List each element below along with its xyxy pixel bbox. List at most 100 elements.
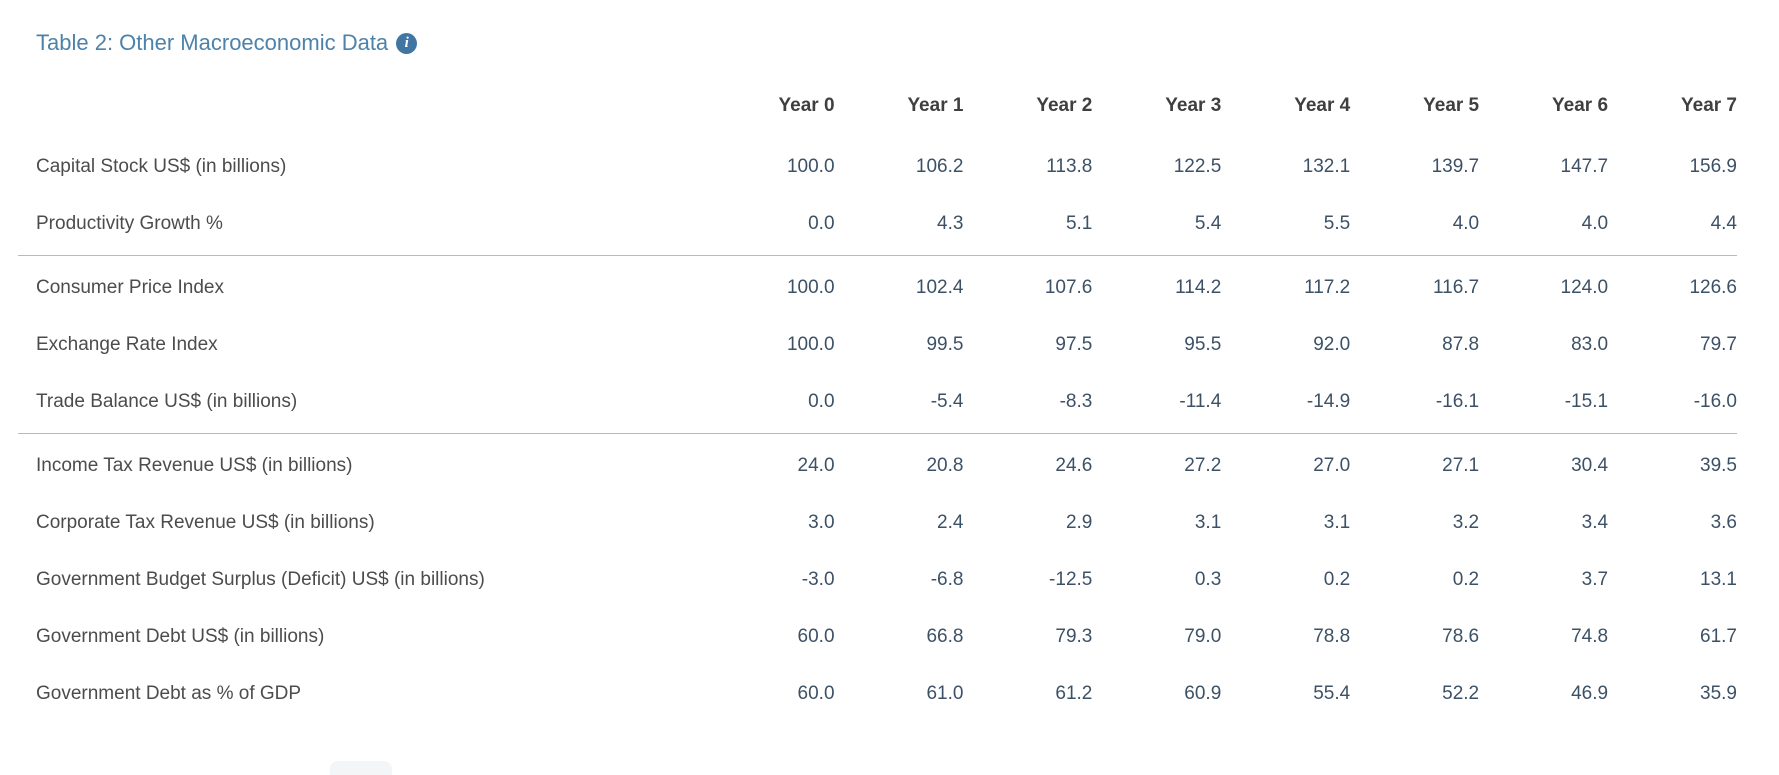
cell-value: 83.0 [1571,334,1609,355]
table-row: Exchange Rate Index 100.0 99.5 97.5 95.5 92.0… [18,316,1737,373]
cell-value: 95.5 [1184,334,1222,355]
table-row: Government Debt US$ (in billions) 60.0 66.… [18,608,1737,665]
cell-value: 126.6 [1608,255,1737,316]
cell-value: 3.2 [1452,512,1480,533]
column-header-year-5: Year 5 [1423,95,1480,116]
page-title-text: Table 2: Other Macroeconomic Data [36,30,389,55]
column-header-year-7: Year 7 [1681,95,1737,116]
cell-value: 66.8 [926,626,964,647]
row-label: Income Tax Revenue US$ (in billions) [18,433,706,494]
row-group-2: Consumer Price Index 100.0 102.4 107.6 114.2… [18,255,1737,434]
cell-value: 61.0 [926,683,964,704]
cell-value: 156.9 [1689,156,1737,177]
page-title: Table 2: Other Macroeconomic Data i [36,30,1737,56]
cell-value: 100.0 [786,334,835,355]
cell-value: 61.2 [1055,683,1093,704]
cell-value: 117.2 [1221,255,1351,316]
cell-value: 116.7 [1350,255,1480,316]
column-header-year-1: Year 1 [907,95,964,116]
info-icon[interactable]: i [396,32,418,54]
cell-value: -12.5 [1049,569,1093,590]
table-row: Government Budget Surplus (Deficit) US$ … [18,551,1737,608]
cell-value: 27.0 [1221,433,1351,494]
cell-value: 61.7 [1700,626,1737,647]
table-head: Year 0 Year 1 Year 2 Year 3 Year 4 Year 5 Year… [18,68,1737,138]
cell-value: 5.1 [1065,213,1093,234]
column-header-year-2: Year 2 [1036,95,1093,116]
cell-value: 52.2 [1442,683,1480,704]
row-label: Government Debt US$ (in billions) [36,626,325,647]
cell-value: 87.8 [1442,334,1480,355]
cell-value: 3.6 [1710,512,1737,533]
cell-value: 3.1 [1323,512,1351,533]
cell-value: 3.7 [1581,569,1609,590]
cell-value: 35.9 [1700,683,1737,704]
row-group-3: Income Tax Revenue US$ (in billions) 24.0… [18,433,1737,723]
cell-value: -8.3 [1059,391,1093,412]
cell-value: 78.6 [1442,626,1480,647]
cell-value: 55.4 [1313,683,1351,704]
cell-value: 4.4 [1710,213,1737,234]
table-row: Consumer Price Index 100.0 102.4 107.6 114.2… [18,255,1737,316]
row-label-header [18,68,706,138]
row-label: Trade Balance US$ (in billions) [36,391,298,412]
table-row: Government Debt as % of GDP 60.0 61.0 61.2 6… [18,665,1737,722]
cell-value: -6.8 [930,569,964,590]
row-label: Exchange Rate Index [36,334,218,355]
cell-value: 79.3 [1055,626,1093,647]
page: Table 2: Other Macroeconomic Data i Year… [0,30,1779,722]
cell-value: 5.4 [1194,213,1222,234]
table-row: Productivity Growth % 0.0 4.3 5.1 5.4 5.5 4.0 4… [18,195,1737,256]
cell-value: 79.7 [1700,334,1737,355]
cell-value: 0.2 [1452,569,1480,590]
table-row: Corporate Tax Revenue US$ (in billions) 3… [18,494,1737,551]
cell-value: 20.8 [834,433,964,494]
cell-value: -16.0 [1693,391,1737,412]
cell-value: -5.4 [930,391,964,412]
cell-value: 79.0 [1184,626,1222,647]
cell-value: -3.0 [801,569,835,590]
cell-value: 27.1 [1350,433,1480,494]
row-label: Government Debt as % of GDP [36,683,302,704]
cell-value: 2.4 [937,512,964,533]
partial-bottom-button[interactable] [330,761,392,775]
row-label: Consumer Price Index [18,255,706,316]
cell-value: -14.9 [1306,391,1351,412]
row-label: Productivity Growth % [36,213,223,234]
cell-value: 30.4 [1479,433,1609,494]
cell-value: 5.5 [1323,213,1351,234]
row-label: Government Budget Surplus (Deficit) US$ … [36,569,485,590]
cell-value: 3.4 [1581,512,1609,533]
cell-value: 27.2 [1092,433,1222,494]
cell-value: 24.6 [963,433,1093,494]
cell-value: 92.0 [1313,334,1351,355]
cell-value: 122.5 [1173,156,1222,177]
header-row: Year 0 Year 1 Year 2 Year 3 Year 4 Year 5 Year… [18,68,1737,138]
cell-value: 113.8 [1046,156,1093,177]
cell-value: 39.5 [1608,433,1737,494]
table-row: Trade Balance US$ (in billions) 0.0 -5.4 -8… [18,373,1737,434]
cell-value: 102.4 [834,255,964,316]
cell-value: -15.1 [1564,391,1609,412]
cell-value: 114.2 [1092,255,1222,316]
cell-value: 4.3 [937,213,964,234]
cell-value: 132.1 [1302,156,1351,177]
cell-value: 97.5 [1055,334,1093,355]
cell-value: 2.9 [1065,512,1093,533]
table-row: Income Tax Revenue US$ (in billions) 24.0… [18,433,1737,494]
cell-value: -11.4 [1179,391,1222,412]
cell-value: 46.9 [1571,683,1609,704]
row-group-1: Capital Stock US$ (in billions) 100.0 106.… [18,138,1737,256]
cell-value: 0.0 [808,391,835,412]
cell-value: 139.7 [1431,156,1480,177]
cell-value: 24.0 [705,433,835,494]
cell-value: 3.0 [808,512,835,533]
table-row: Capital Stock US$ (in billions) 100.0 106.… [18,138,1737,195]
cell-value: -16.1 [1435,391,1480,412]
cell-value: 13.1 [1700,569,1737,590]
cell-value: 74.8 [1571,626,1609,647]
cell-value: 106.2 [915,156,964,177]
cell-value: 3.1 [1194,512,1222,533]
macro-data-table: Year 0 Year 1 Year 2 Year 3 Year 4 Year 5 Year… [18,68,1737,722]
cell-value: 100.0 [786,156,835,177]
